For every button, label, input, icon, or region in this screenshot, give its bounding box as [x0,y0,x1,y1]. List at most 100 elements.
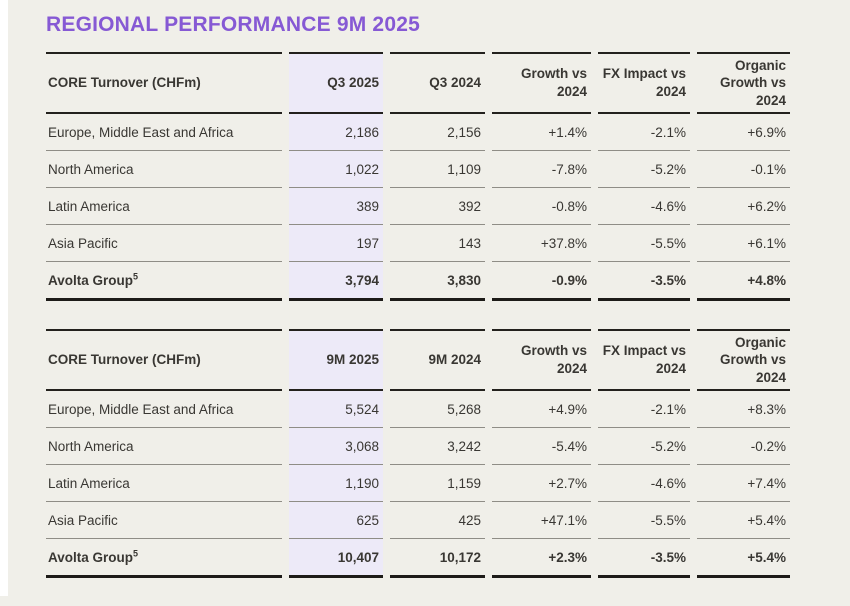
value-cell: 1,109 [390,151,485,188]
value-cell: +37.8% [492,225,591,262]
column-header: Q3 2024 [390,52,485,114]
tables-container: CORE Turnover (CHFm) Q3 2025 Q3 2024 Growth… [46,52,790,578]
table-row: Latin America 389 392 -0.8% -4.6% +6.2% [46,188,790,225]
value-cell: -5.4% [492,428,591,465]
column-header: Growth vs 2024 [492,329,591,391]
region-label-cell: Latin America [46,465,282,502]
value-cell: 5,524 [289,391,383,428]
value-cell: 392 [390,188,485,225]
table-row: North America 3,068 3,242 -5.4% -5.2% -0.2% [46,428,790,465]
value-cell: +4.8% [697,262,790,301]
footnote-ref: 5 [133,271,139,281]
value-cell: +2.7% [492,465,591,502]
value-cell: 143 [390,225,485,262]
region-label: North America [48,161,134,177]
footnote-ref: 5 [133,548,139,558]
value-cell: 1,022 [289,151,383,188]
total-row: Avolta Group5 3,794 3,830 -0.9% -3.5% +4.8% [46,262,790,301]
value-cell: +1.4% [492,114,591,151]
region-label: Asia Pacific [48,512,118,528]
value-cell: -0.1% [697,151,790,188]
value-cell: -5.5% [598,502,690,539]
value-cell: +2.3% [492,539,591,578]
value-cell: 197 [289,225,383,262]
region-label: Asia Pacific [48,235,118,251]
regional-performance-table-9m: CORE Turnover (CHFm) 9M 2025 9M 2024 Growth… [39,329,797,578]
value-cell: -4.6% [598,188,690,225]
value-cell: 2,186 [289,114,383,151]
table-row: Asia Pacific 197 143 +37.8% -5.5% +6.1% [46,225,790,262]
value-cell: 1,159 [390,465,485,502]
column-header: 9M 2025 [289,329,383,391]
value-cell: +6.2% [697,188,790,225]
table-row: North America 1,022 1,109 -7.8% -5.2% -0.1% [46,151,790,188]
value-cell: -5.2% [598,151,690,188]
value-cell: +6.9% [697,114,790,151]
value-cell: -5.2% [598,428,690,465]
value-cell: -2.1% [598,391,690,428]
value-cell: +8.3% [697,391,790,428]
region-label-cell: Europe, Middle East and Africa [46,391,282,428]
value-cell: -3.5% [598,262,690,301]
region-label: Latin America [48,198,130,214]
regional-performance-table-q3: CORE Turnover (CHFm) Q3 2025 Q3 2024 Growth… [39,52,797,301]
value-cell: 3,794 [289,262,383,301]
total-row: Avolta Group5 10,407 10,172 +2.3% -3.5% +5.4% [46,539,790,578]
column-header: Growth vs 2024 [492,52,591,114]
value-cell: +6.1% [697,225,790,262]
value-cell: -2.1% [598,114,690,151]
table-row: Europe, Middle East and Africa 5,524 5,268… [46,391,790,428]
value-cell: -4.6% [598,465,690,502]
value-cell: 389 [289,188,383,225]
value-cell: 2,156 [390,114,485,151]
region-label-cell: Latin America [46,188,282,225]
region-label: North America [48,438,134,454]
region-label: Avolta Group [48,549,134,565]
region-label-cell: Europe, Middle East and Africa [46,114,282,151]
region-label-cell: North America [46,428,282,465]
region-label-cell: Avolta Group5 [46,262,282,301]
value-cell: +5.4% [697,539,790,578]
column-header-metric: CORE Turnover (CHFm) [46,52,282,114]
value-cell: +7.4% [697,465,790,502]
column-header: FX Impact vs 2024 [598,329,690,391]
value-cell: -3.5% [598,539,690,578]
value-cell: 625 [289,502,383,539]
value-cell: -0.8% [492,188,591,225]
page-title: REGIONAL PERFORMANCE 9M 2025 [46,13,420,36]
value-cell: -0.9% [492,262,591,301]
region-label-cell: Asia Pacific [46,225,282,262]
value-cell: 10,172 [390,539,485,578]
region-label: Avolta Group [48,272,134,288]
value-cell: 3,068 [289,428,383,465]
column-header: Organic Growth vs 2024 [697,329,790,391]
value-cell: -5.5% [598,225,690,262]
left-margin-strip [0,0,8,596]
value-cell: 5,268 [390,391,485,428]
value-cell: +5.4% [697,502,790,539]
report-content: REGIONAL PERFORMANCE 9M 2025 CORE Turnov… [46,13,790,606]
column-header: FX Impact vs 2024 [598,52,690,114]
region-label-cell: Avolta Group5 [46,539,282,578]
value-cell: +4.9% [492,391,591,428]
region-label-cell: North America [46,151,282,188]
value-cell: -7.8% [492,151,591,188]
region-label: Europe, Middle East and Africa [48,401,234,417]
value-cell: 3,830 [390,262,485,301]
region-label: Latin America [48,475,130,491]
value-cell: 10,407 [289,539,383,578]
value-cell: +47.1% [492,502,591,539]
table-row: Europe, Middle East and Africa 2,186 2,156… [46,114,790,151]
value-cell: -0.2% [697,428,790,465]
header-row: CORE Turnover (CHFm) Q3 2025 Q3 2024 Growth… [46,52,790,114]
column-header: 9M 2024 [390,329,485,391]
column-header: Q3 2025 [289,52,383,114]
value-cell: 425 [390,502,485,539]
table-row: Asia Pacific 625 425 +47.1% -5.5% +5.4% [46,502,790,539]
region-label: Europe, Middle East and Africa [48,124,234,140]
region-label-cell: Asia Pacific [46,502,282,539]
table-row: Latin America 1,190 1,159 +2.7% -4.6% +7.4% [46,465,790,502]
value-cell: 1,190 [289,465,383,502]
column-header: Organic Growth vs 2024 [697,52,790,114]
header-row: CORE Turnover (CHFm) 9M 2025 9M 2024 Growth… [46,329,790,391]
